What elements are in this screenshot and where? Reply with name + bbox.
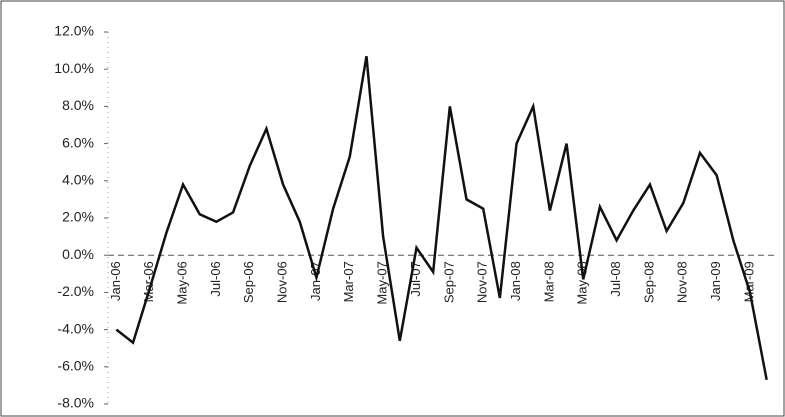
x-tick-label: May-06 [174,261,189,304]
x-tick-label: Sep-06 [241,261,256,303]
x-tick-label: Mar-08 [541,261,556,302]
y-tick-label: 10.0% [54,60,94,76]
chart: -8.0% -6.0% -4.0% -2.0% 0.0% 2.0% 4.0% 6.0% 8.0%… [0,0,785,417]
x-tick-label: Sep-08 [641,261,656,303]
y-tick-label: 6.0% [62,134,94,150]
x-tick-label: Jan-08 [508,261,523,301]
x-tick-label: Nov-07 [475,261,490,303]
y-tick-label: -8.0% [57,395,94,411]
y-tick-label: -2.0% [57,283,94,299]
y-tick-label: 12.0% [54,23,94,39]
y-tick-label: 0.0% [62,246,94,262]
x-tick-label: Jul-08 [608,261,623,296]
y-tick-label: 4.0% [62,172,94,188]
x-tick-label: Sep-07 [441,261,456,303]
y-tick-label: -4.0% [57,320,94,336]
x-tick-label: Jan-06 [108,261,123,301]
x-tick-label: Jul-06 [208,261,223,296]
x-tick-label: Nov-06 [275,261,290,303]
x-tick-label: Jan-09 [708,261,723,301]
y-tick-label: -6.0% [57,358,94,374]
x-tick-label: Jan-07 [308,261,323,301]
chart-frame [1,1,784,416]
x-tick-label: Mar-07 [341,261,356,302]
x-tick-label: Mar-09 [741,261,756,302]
y-tick-label: 2.0% [62,209,94,225]
y-tick-label: 8.0% [62,97,94,113]
x-tick-label: Nov-08 [675,261,690,303]
